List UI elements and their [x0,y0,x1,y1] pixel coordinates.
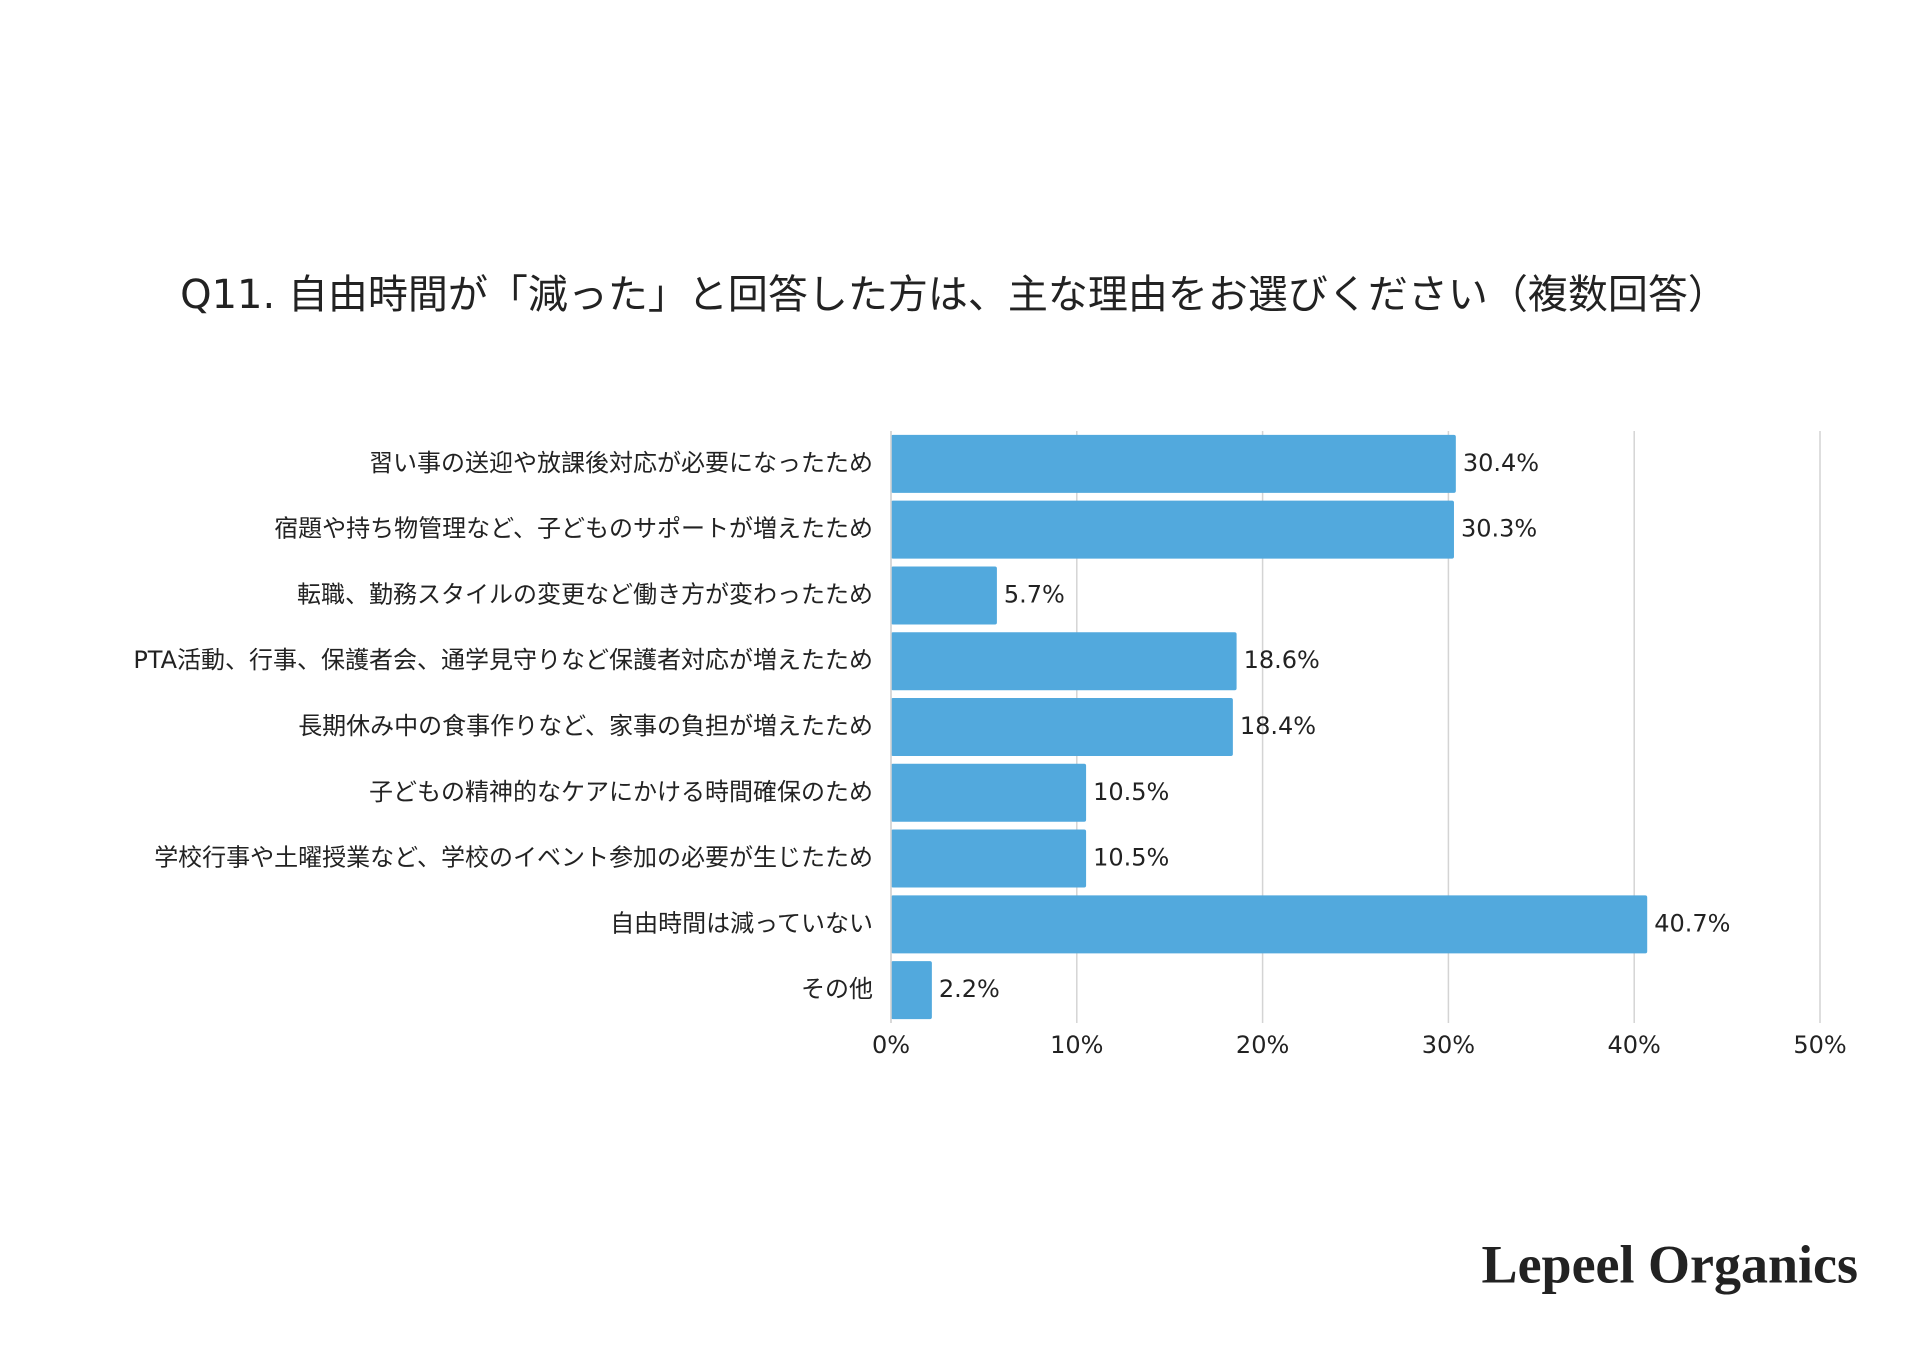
y-tick-label: 長期休み中の食事作りなど、家事の負担が増えたため [298,712,873,740]
brand-logo: Lepeel Organics [1482,1234,1858,1294]
bar [891,434,1456,493]
y-tick-label: その他 [801,975,873,1003]
bar [891,763,1087,822]
bar [891,632,1237,691]
bar [891,895,1648,954]
y-tick-label: 学校行事や土曜授業など、学校のイベント参加の必要が生じたため [154,844,873,872]
value-label: 5.7% [1004,580,1065,608]
x-tick-label: 40% [1608,1031,1661,1059]
y-tick-label: 子どもの精神的なケアにかける時間確保のため [369,778,873,806]
y-tick-label: 自由時間は減っていない [610,909,873,937]
y-tick-label: 転職、勤務スタイルの変更など働き方が変わったため [297,580,873,608]
x-tick-label: 50% [1793,1031,1846,1059]
y-tick-label: 習い事の送迎や放課後対応が必要になったため [369,449,873,477]
value-label: 10.5% [1093,844,1169,872]
value-label: 18.6% [1244,646,1320,674]
value-label: 2.2% [939,975,1000,1003]
x-tick-label: 10% [1050,1031,1103,1059]
value-label: 30.4% [1463,449,1539,477]
bar [891,500,1454,559]
bar [891,566,997,625]
x-tick-label: 30% [1422,1031,1475,1059]
bar [891,698,1233,756]
value-label: 10.5% [1093,778,1169,806]
value-label: 18.4% [1240,712,1316,740]
bar [891,961,932,1020]
y-tick-label: 宿題や持ち物管理など、子どものサポートが増えたため [274,515,873,543]
bar [891,829,1087,888]
value-label: 40.7% [1654,909,1730,937]
x-tick-label: 0% [872,1031,910,1059]
y-tick-label: PTA活動、行事、保護者会、通学見守りなど保護者対応が増えたため [133,646,873,674]
chart-title: Q11. 自由時間が「減った」と回答した方は、主な理由をお選びください（複数回答… [180,272,1728,318]
x-tick-label: 20% [1236,1031,1289,1059]
value-label: 30.3% [1461,515,1537,543]
